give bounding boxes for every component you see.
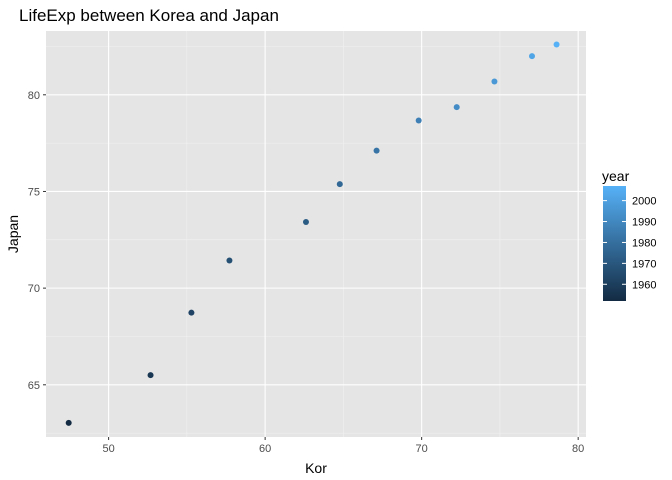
legend-break-label: 2000 <box>632 196 656 208</box>
scatter-point <box>529 53 535 60</box>
x-tick-label: 60 <box>259 443 271 455</box>
scatter-point <box>147 372 154 379</box>
data-points <box>65 41 560 426</box>
x-tick-label: 80 <box>572 443 584 455</box>
y-tick-label: 65 <box>28 380 40 392</box>
scatter-point <box>65 419 72 426</box>
grid-lines <box>46 31 586 437</box>
legend-break-label: 1960 <box>632 279 656 291</box>
scatter-point <box>491 78 498 85</box>
chart-title: LifeExp between Korea and Japan <box>19 6 279 25</box>
y-tick-label: 80 <box>28 90 40 102</box>
legend-break-label: 1970 <box>632 258 656 270</box>
axes: 50 60 70 80 65 70 75 80 <box>28 90 585 455</box>
x-tick-label: 50 <box>102 443 114 455</box>
plot-panel <box>46 31 586 437</box>
legend-colorbar <box>603 186 626 301</box>
scatter-point <box>553 41 560 48</box>
legend-break-label: 1990 <box>632 217 656 229</box>
x-axis-title: Kor <box>305 460 327 476</box>
scatter-point <box>302 219 309 226</box>
y-tick-label: 75 <box>28 186 40 198</box>
y-axis-title: Japan <box>5 215 21 253</box>
scatter-point <box>336 181 343 188</box>
scatter-point <box>453 104 460 111</box>
scatter-point <box>373 147 380 154</box>
scatter-point <box>226 257 233 264</box>
legend-break-label: 1980 <box>632 237 656 249</box>
x-tick-label: 70 <box>416 443 428 455</box>
legend: year 1960 1970 1980 1990 2000 <box>602 168 656 301</box>
legend-title: year <box>602 168 630 184</box>
scatter-point <box>188 309 195 316</box>
scatter-point <box>415 117 422 124</box>
y-tick-label: 70 <box>28 283 40 295</box>
